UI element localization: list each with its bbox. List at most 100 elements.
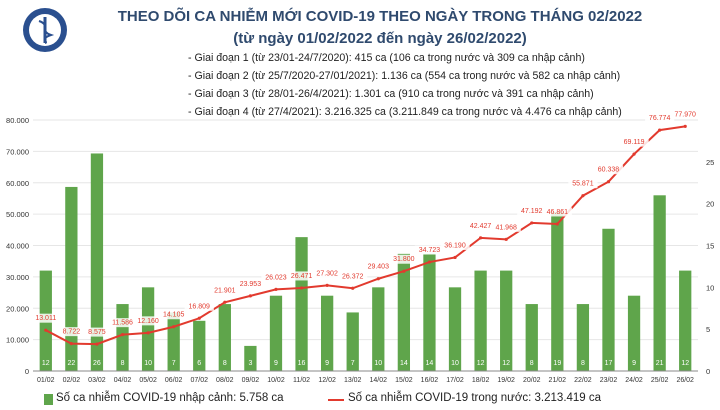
left-axis-tick-label: 70.000 — [6, 147, 29, 156]
bar — [320, 295, 334, 371]
x-tick-label: 10/02 — [267, 377, 285, 384]
bar-value-label: 10 — [374, 360, 382, 367]
bar-value-label: 8 — [581, 360, 585, 367]
x-tick-label: 22/02 — [574, 377, 592, 384]
stage-2-summary: - Giai đoạn 2 (từ 25/7/2020-27/01/2021):… — [188, 70, 621, 82]
line-value-label: 77.970 — [675, 111, 697, 118]
bar — [423, 253, 436, 371]
left-axis-tick-label: 20.000 — [6, 304, 29, 313]
legend-line-swatch — [328, 399, 344, 401]
bar-value-label: 8 — [223, 360, 227, 367]
x-tick-label: 02/02 — [63, 377, 81, 384]
line-label-bg — [210, 285, 240, 295]
x-tick-label: 16/02 — [421, 377, 439, 384]
bar-value-label: 21 — [656, 360, 664, 367]
bar-value-label: 6 — [197, 360, 201, 367]
line-label-bg — [619, 137, 649, 147]
left-axis-tick-label: 0 — [25, 367, 29, 376]
right-axis-tick-label: 25 — [706, 158, 714, 167]
x-tick-label: 26/02 — [676, 377, 694, 384]
line-point — [658, 128, 662, 132]
line-label-bg — [491, 222, 521, 232]
x-tick-label: 08/02 — [216, 377, 234, 384]
line-value-label: 23.953 — [240, 281, 262, 288]
line-value-label: 8.575 — [88, 329, 106, 336]
bar — [525, 304, 538, 371]
line-label-bg — [363, 262, 393, 272]
bar — [90, 153, 104, 371]
line-point — [299, 286, 304, 290]
bar-value-label: 19 — [553, 360, 561, 367]
x-tick-label: 23/02 — [600, 377, 618, 384]
line-value-label: 55.871 — [572, 181, 594, 188]
line-point — [197, 316, 201, 320]
stage-1-summary: - Giai đoạn 1 (từ 23/01-24/7/2020): 415 … — [188, 52, 585, 64]
bar-value-label: 12 — [681, 360, 689, 367]
bar — [551, 212, 564, 371]
x-tick-label: 01/02 — [37, 377, 55, 384]
line-point — [555, 222, 559, 226]
right-axis-tick-label: 10 — [706, 283, 714, 292]
bar — [65, 186, 78, 371]
x-tick-label: 19/02 — [497, 377, 515, 384]
bar — [218, 304, 231, 371]
bar-value-label: 9 — [325, 360, 329, 367]
x-tick-label: 06/02 — [165, 377, 183, 384]
x-tick-label: 09/02 — [242, 377, 260, 384]
x-tick-label: 07/02 — [190, 377, 208, 384]
line-label-bg — [261, 272, 291, 282]
line-point — [402, 269, 406, 273]
x-tick-label: 17/02 — [446, 377, 464, 384]
bar-value-label: 17 — [605, 360, 613, 367]
x-tick-label: 12/02 — [318, 377, 336, 384]
bar — [372, 287, 385, 371]
bar-value-label: 16 — [298, 360, 306, 367]
line-value-label: 42.427 — [470, 223, 492, 230]
line-value-label: 13.011 — [35, 315, 56, 322]
chart-title: THEO DÕI CA NHIỄM MỚI COVID-19 THEO NGÀY… — [117, 8, 643, 25]
ministry-of-health-logo — [23, 8, 67, 52]
line-label-bg — [645, 113, 675, 123]
line-label-bg — [184, 301, 214, 311]
line-point — [376, 277, 380, 281]
left-axis-tick-label: 80.000 — [6, 116, 29, 125]
bar — [653, 195, 666, 371]
line-value-label: 69.119 — [624, 139, 645, 146]
line-point — [172, 325, 176, 329]
bar — [346, 312, 359, 371]
line-value-label: 34.723 — [419, 247, 441, 254]
line-series — [45, 125, 686, 346]
bar — [500, 270, 513, 371]
line-label-bg — [312, 268, 342, 278]
bar — [576, 304, 590, 371]
legend-bar-swatch — [44, 394, 53, 405]
legend-line-series: Số ca nhiễm COVID-19 trong nước: 3.213.4… — [348, 392, 602, 404]
line-label-bg — [58, 327, 84, 337]
stage-3-summary: - Giai đoạn 3 (từ 28/01-26/4/2021): 1.30… — [188, 88, 594, 100]
right-axis-tick-label: 15 — [706, 242, 714, 251]
left-axis-tick-label: 40.000 — [6, 242, 29, 251]
bar-value-label: 10 — [451, 360, 459, 367]
line-point — [632, 152, 636, 156]
x-tick-label: 24/02 — [625, 377, 643, 384]
line-label-bg — [31, 313, 61, 323]
line-value-label: 16.809 — [189, 303, 211, 310]
line-label-bg — [286, 271, 317, 281]
stage-4-summary: - Giai đoạn 4 (từ 27/4/2021): 3.216.325 … — [188, 106, 622, 118]
bar-value-label: 8 — [530, 360, 534, 367]
line-value-label: 11.586 — [112, 320, 133, 327]
legend-bar-series: Số ca nhiễm COVID-19 nhập cảnh: 5.758 ca — [56, 392, 284, 404]
line-value-label: 8.722 — [63, 329, 81, 336]
line-label-bg — [84, 327, 110, 337]
line-value-label: 26.023 — [265, 274, 287, 281]
bar — [602, 228, 615, 371]
line-label-bg — [107, 318, 138, 328]
line-value-label: 12.160 — [137, 318, 159, 325]
bar-value-label: 12 — [42, 360, 50, 367]
line-point — [95, 342, 99, 346]
line-point — [146, 331, 150, 335]
line-label-bg — [133, 316, 163, 326]
left-axis-tick-label: 50.000 — [6, 210, 29, 219]
chart-subtitle: (từ ngày 01/02/2022 đến ngày 26/02/2022) — [233, 30, 527, 47]
line-point — [274, 287, 278, 291]
